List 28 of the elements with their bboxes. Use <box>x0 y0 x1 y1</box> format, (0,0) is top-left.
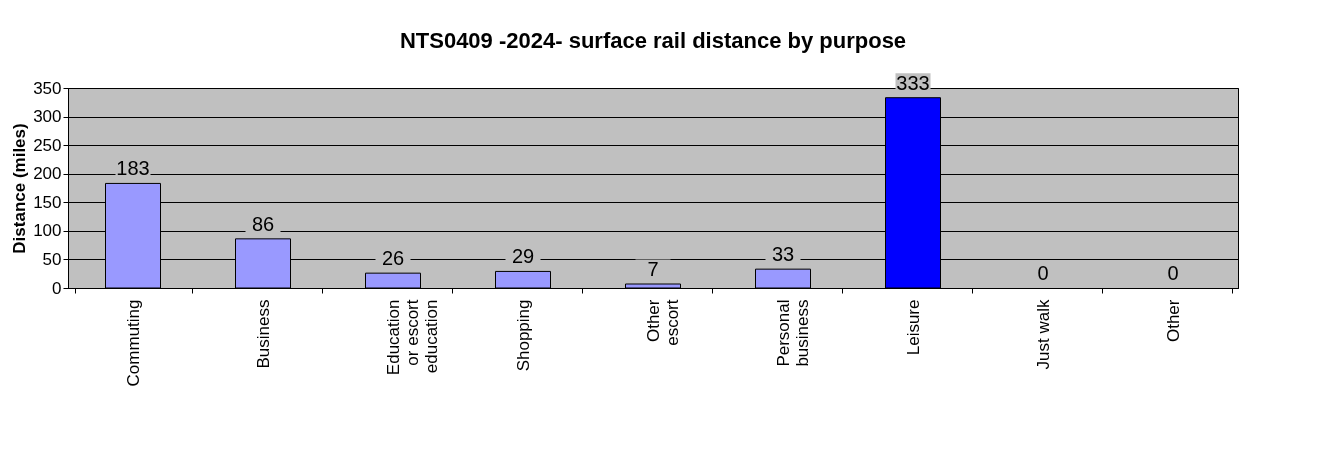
data-label: 26 <box>381 247 405 270</box>
x-tick-label: Business <box>253 299 273 369</box>
x-tick-label: Education or escort education <box>383 299 441 376</box>
y-tick-label: 250 <box>33 135 62 155</box>
data-label: 0 <box>1037 262 1049 284</box>
y-tick-label: 0 <box>52 278 62 298</box>
y-tick-label: 300 <box>33 107 62 127</box>
y-tick-label: 350 <box>33 78 62 98</box>
x-tick-label: Just walk <box>1033 299 1053 370</box>
x-tick-label: Commuting <box>123 299 143 387</box>
data-label: 0 <box>1167 262 1179 284</box>
x-tick-label: Personal business <box>773 299 812 367</box>
data-label: 333 <box>896 71 930 94</box>
data-label: 33 <box>771 243 795 266</box>
x-tick-label: Shopping <box>513 299 533 372</box>
data-label: 29 <box>511 245 535 268</box>
data-label: 7 <box>647 258 659 280</box>
data-label: 183 <box>116 157 150 180</box>
y-tick-label: 100 <box>33 221 62 241</box>
x-tick-label: Other escort <box>643 299 682 346</box>
y-tick-label: 50 <box>42 249 62 269</box>
y-axis-title: Distance (miles) <box>10 123 30 254</box>
y-tick-label: 150 <box>33 192 62 212</box>
x-tick-label: Leisure <box>903 299 923 356</box>
data-label: 86 <box>251 212 275 235</box>
x-tick-label: Other <box>1163 299 1183 343</box>
chart-title: NTS0409 -2024- surface rail distance by purpose <box>399 28 907 54</box>
y-tick-label: 200 <box>33 164 62 184</box>
